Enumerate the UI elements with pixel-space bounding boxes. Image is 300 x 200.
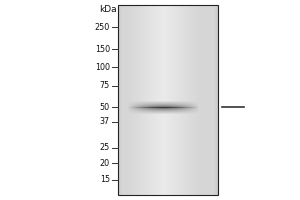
Text: 100: 100 <box>95 62 110 72</box>
Text: kDa: kDa <box>99 5 117 15</box>
Text: 50: 50 <box>100 102 110 112</box>
Text: 15: 15 <box>100 176 110 184</box>
Text: 37: 37 <box>100 117 110 127</box>
Text: 20: 20 <box>100 158 110 168</box>
Text: 250: 250 <box>95 22 110 31</box>
Text: 25: 25 <box>100 144 110 152</box>
Text: 75: 75 <box>100 82 110 90</box>
Text: 150: 150 <box>95 45 110 53</box>
Bar <box>118 5 218 195</box>
